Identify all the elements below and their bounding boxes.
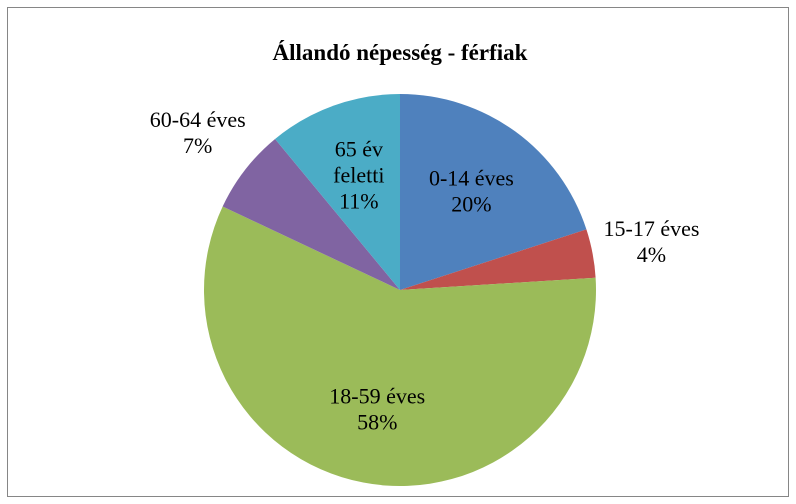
pie-slice [203, 206, 597, 487]
category-label: 18-59 éves [329, 383, 425, 408]
value-label: 20% [451, 192, 491, 217]
value-label: 7% [183, 133, 212, 158]
pie-slice [400, 229, 596, 290]
category-label: 65 év feletti [333, 137, 384, 188]
pie-slice [275, 94, 400, 290]
category-label: 15-17 éves [604, 216, 700, 241]
pie-slice [222, 138, 400, 290]
chart-title: Állandó népesség - férfiak [273, 40, 528, 65]
value-label: 4% [637, 242, 666, 267]
value-label: 58% [357, 409, 397, 434]
category-label: 0-14 éves [429, 166, 514, 191]
pie-slice [400, 94, 587, 290]
category-label: 60-64 éves [150, 107, 246, 132]
value-label: 11% [339, 189, 379, 214]
